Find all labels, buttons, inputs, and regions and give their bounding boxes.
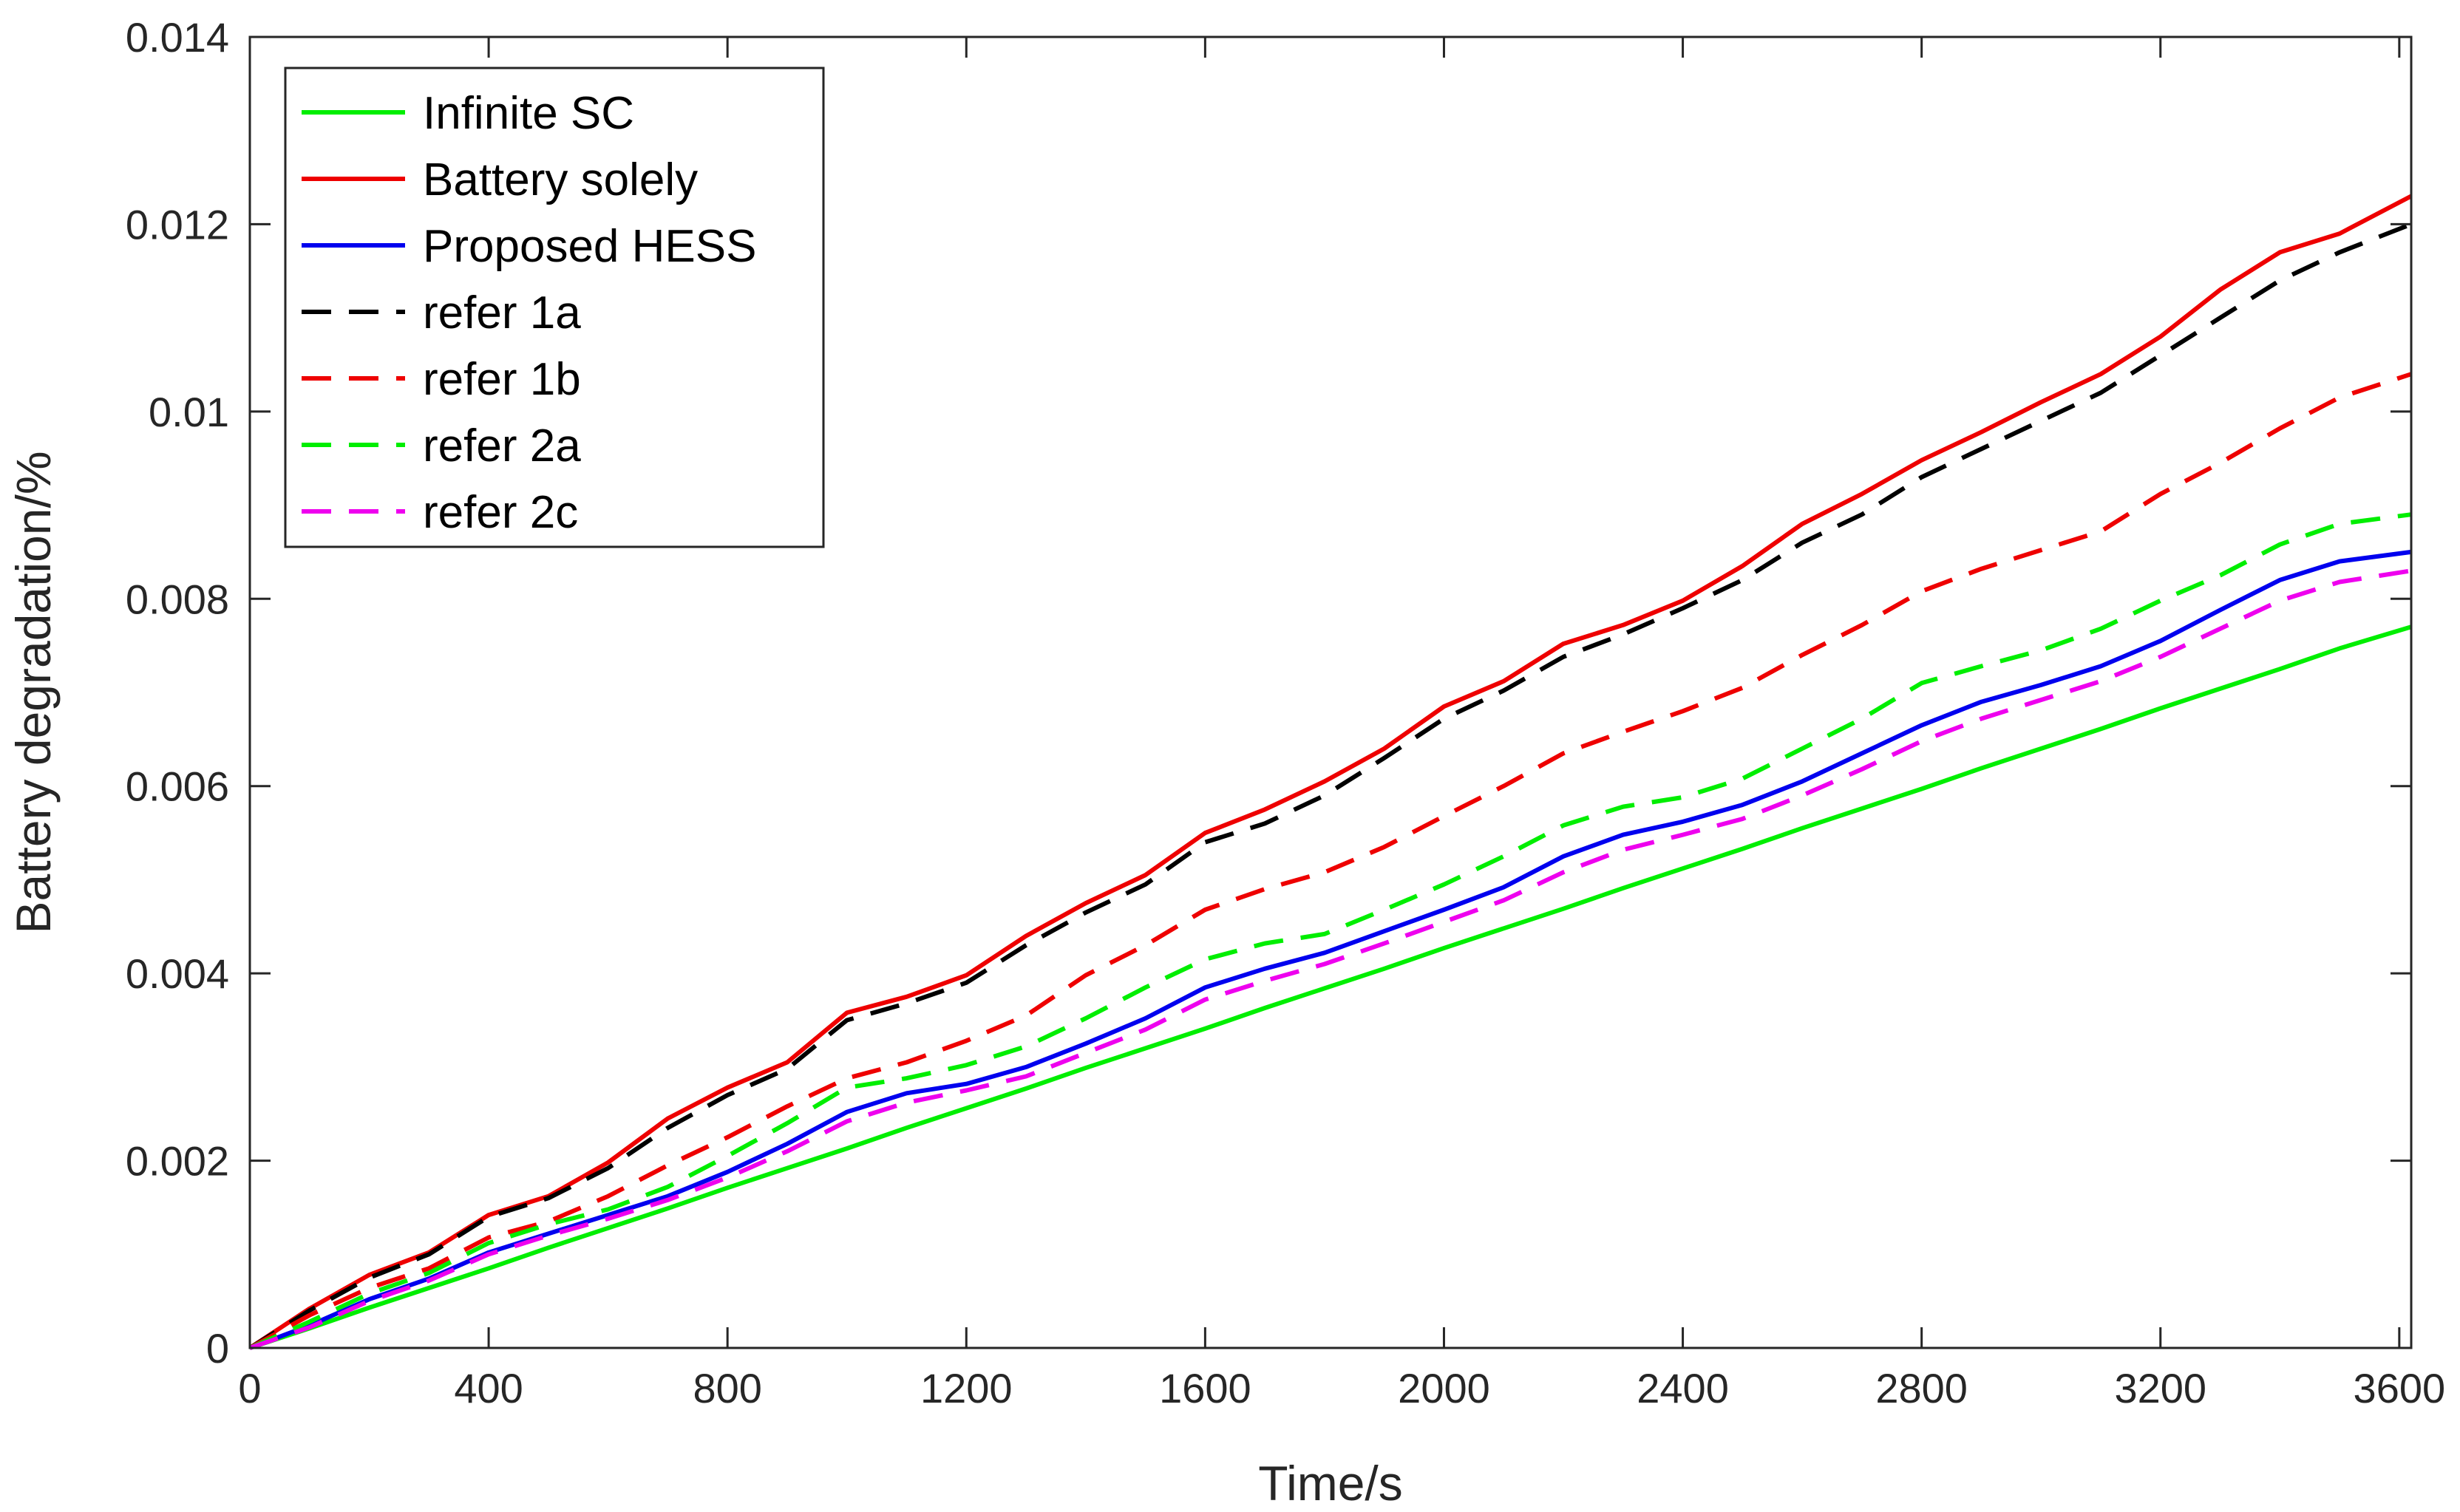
axes-box [248, 35, 2413, 1349]
x-tick-label: 3200 [2114, 1365, 2206, 1411]
legend-label-2: Battery solely [423, 154, 698, 205]
y-tick-label: 0.002 [126, 1138, 229, 1185]
x-tick-label: 800 [693, 1365, 761, 1411]
series-line-2 [248, 194, 2413, 1350]
axes-layer: 0 400 800 1200 1600 2000 2400 2800 3200 3600 0 0.00… [126, 14, 2445, 1411]
legend-label-3: Proposed HESS [423, 221, 756, 272]
legend-label-6: refer 2a [423, 420, 581, 471]
series-layer [248, 194, 2413, 1350]
x-tick-label: 2400 [1637, 1365, 1729, 1411]
legend-label-4: refer 1a [423, 287, 581, 338]
legend: Infinite SC Battery solely Proposed HESS re… [284, 67, 825, 548]
y-tick-label: 0.004 [126, 950, 229, 997]
y-tick-label: 0.01 [149, 389, 229, 435]
y-tick-label: 0.006 [126, 763, 229, 810]
y-tick-label: 0.014 [126, 14, 229, 61]
legend-label-7: refer 2c [423, 487, 578, 538]
x-tick-label: 2800 [1875, 1365, 1968, 1411]
legend-label-5: refer 1b [423, 354, 581, 405]
series-line-4 [248, 222, 2413, 1350]
x-tick-label: 3600 [2354, 1365, 2446, 1411]
x-tick-label: 400 [454, 1365, 523, 1411]
legend-label-1: Infinite SC [423, 88, 634, 139]
y-tick-label: 0.008 [126, 576, 229, 622]
series-line-3 [248, 549, 2412, 1350]
series-line-7 [249, 568, 2412, 1350]
legend-box [284, 67, 825, 548]
y-tick-label: 0.012 [126, 201, 229, 248]
x-tick-label: 1200 [920, 1365, 1013, 1411]
x-tick-label: 1600 [1159, 1365, 1251, 1411]
x-axis-label: Time/s [1258, 1456, 1403, 1511]
series-line-6 [248, 512, 2412, 1350]
y-axis-label: Battery degradation/% [6, 451, 61, 933]
x-tick-label: 2000 [1398, 1365, 1490, 1411]
series-line-1 [249, 624, 2412, 1350]
y-tick-label: 0 [206, 1325, 229, 1372]
x-tick-label: 0 [238, 1365, 261, 1411]
series-line-5 [248, 372, 2412, 1350]
